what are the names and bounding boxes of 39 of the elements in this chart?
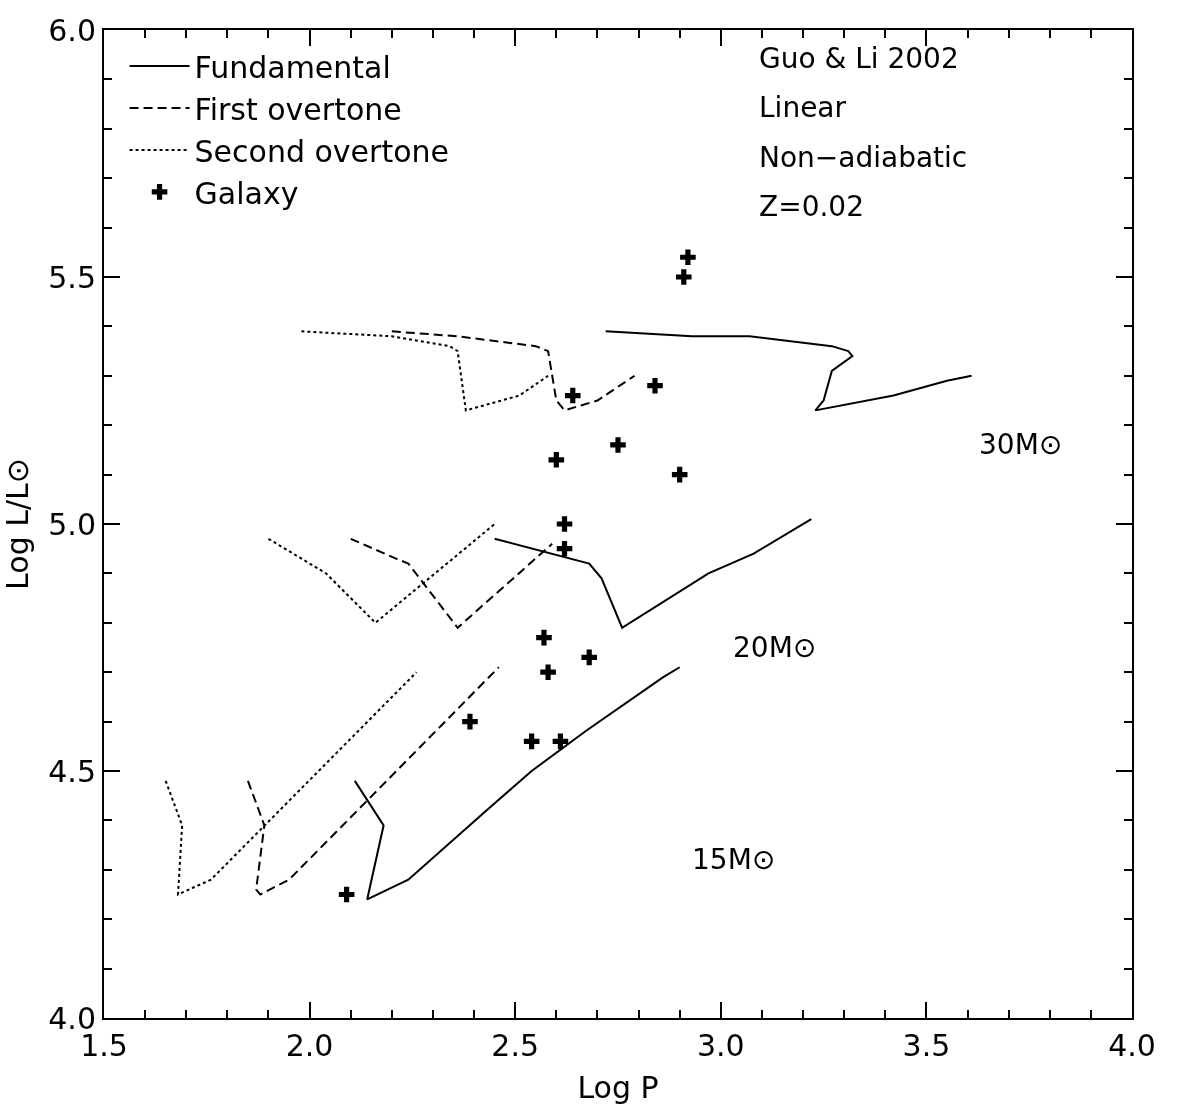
x-tick-label: 1.5 <box>80 1028 128 1063</box>
y-tick-label: 6.0 <box>48 12 96 48</box>
x-tick-label: 3.5 <box>902 1028 951 1063</box>
y-axis-title: Log L/L⊙ <box>0 458 35 590</box>
point <box>556 540 573 557</box>
legend-label: First overtone <box>194 91 402 127</box>
y-tick-label: 5.5 <box>48 259 96 295</box>
annotation: Guo & Li 2002 <box>759 42 959 75</box>
point <box>552 733 569 750</box>
point <box>647 377 663 394</box>
point <box>564 387 581 404</box>
point <box>338 886 355 903</box>
point <box>536 629 552 646</box>
point <box>548 451 565 468</box>
annotation: 30M⊙ <box>979 428 1063 461</box>
point <box>540 664 556 680</box>
point <box>462 713 478 730</box>
legend-label: Galaxy <box>194 175 299 211</box>
point <box>675 269 692 285</box>
legend-label: Second overtone <box>194 133 449 169</box>
annotation: Non−adiabatic <box>759 141 968 174</box>
point <box>671 466 688 483</box>
y-tick-label: 5.0 <box>48 506 96 542</box>
point <box>581 649 598 666</box>
x-axis-title: Log P <box>577 1070 659 1105</box>
x-tick-label: 2.0 <box>285 1028 334 1063</box>
annotation: 20M⊙ <box>733 631 817 664</box>
annotation: Z=0.02 <box>759 190 864 223</box>
x-tick-label: 3.0 <box>696 1028 745 1063</box>
point <box>523 733 540 750</box>
point <box>610 437 626 453</box>
x-tick-label: 4.0 <box>1108 1028 1156 1063</box>
annotation: Linear <box>759 91 847 124</box>
legend-label: Fundamental <box>194 49 391 85</box>
point <box>556 516 573 532</box>
x-tick-label: 2.5 <box>491 1028 540 1063</box>
annotation: 15M⊙ <box>692 843 776 876</box>
y-tick-label: 4.5 <box>48 753 96 789</box>
point <box>680 249 696 266</box>
